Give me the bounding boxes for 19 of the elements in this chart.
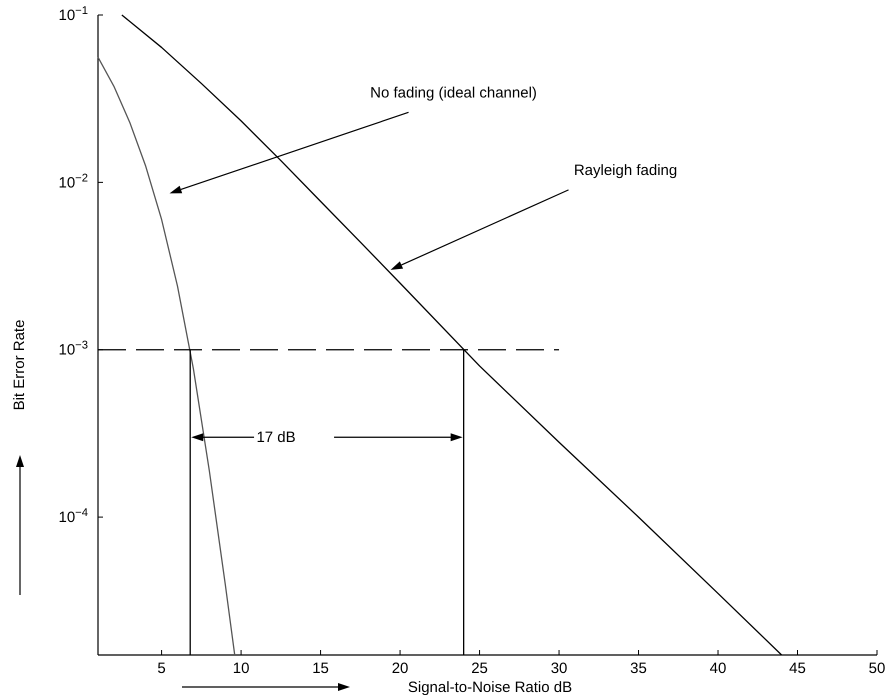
x-tick-label: 15	[312, 660, 329, 677]
x-tick-label: 50	[868, 660, 886, 677]
y-tick-label: 10$^{−4}$	[58, 507, 88, 526]
annotation: Rayleigh fading	[574, 162, 678, 179]
annotation: 17 dB	[256, 429, 296, 446]
x-tick-label: 5	[157, 660, 166, 677]
y-axis-title: Bit Error Rate	[11, 320, 28, 410]
y-tick-label: 10$^{−2}$	[58, 172, 88, 192]
y-tick-label: 10$^{−3}$	[58, 340, 88, 359]
x-axis-title: Signal-to-Noise Ratio dB	[408, 679, 572, 695]
annotation: No fading (ideal channel)	[370, 84, 537, 102]
x-tick-label: 25	[471, 660, 488, 677]
x-tick-label: 10	[232, 660, 250, 677]
x-tick-label: 45	[789, 660, 806, 677]
x-tick-label: 35	[630, 660, 647, 677]
x-tick-label: 40	[710, 660, 726, 677]
y-tick-label: 10$^{−1}$	[58, 5, 88, 24]
x-tick-label: 20	[392, 660, 408, 677]
x-tick-label: 30	[550, 660, 568, 677]
